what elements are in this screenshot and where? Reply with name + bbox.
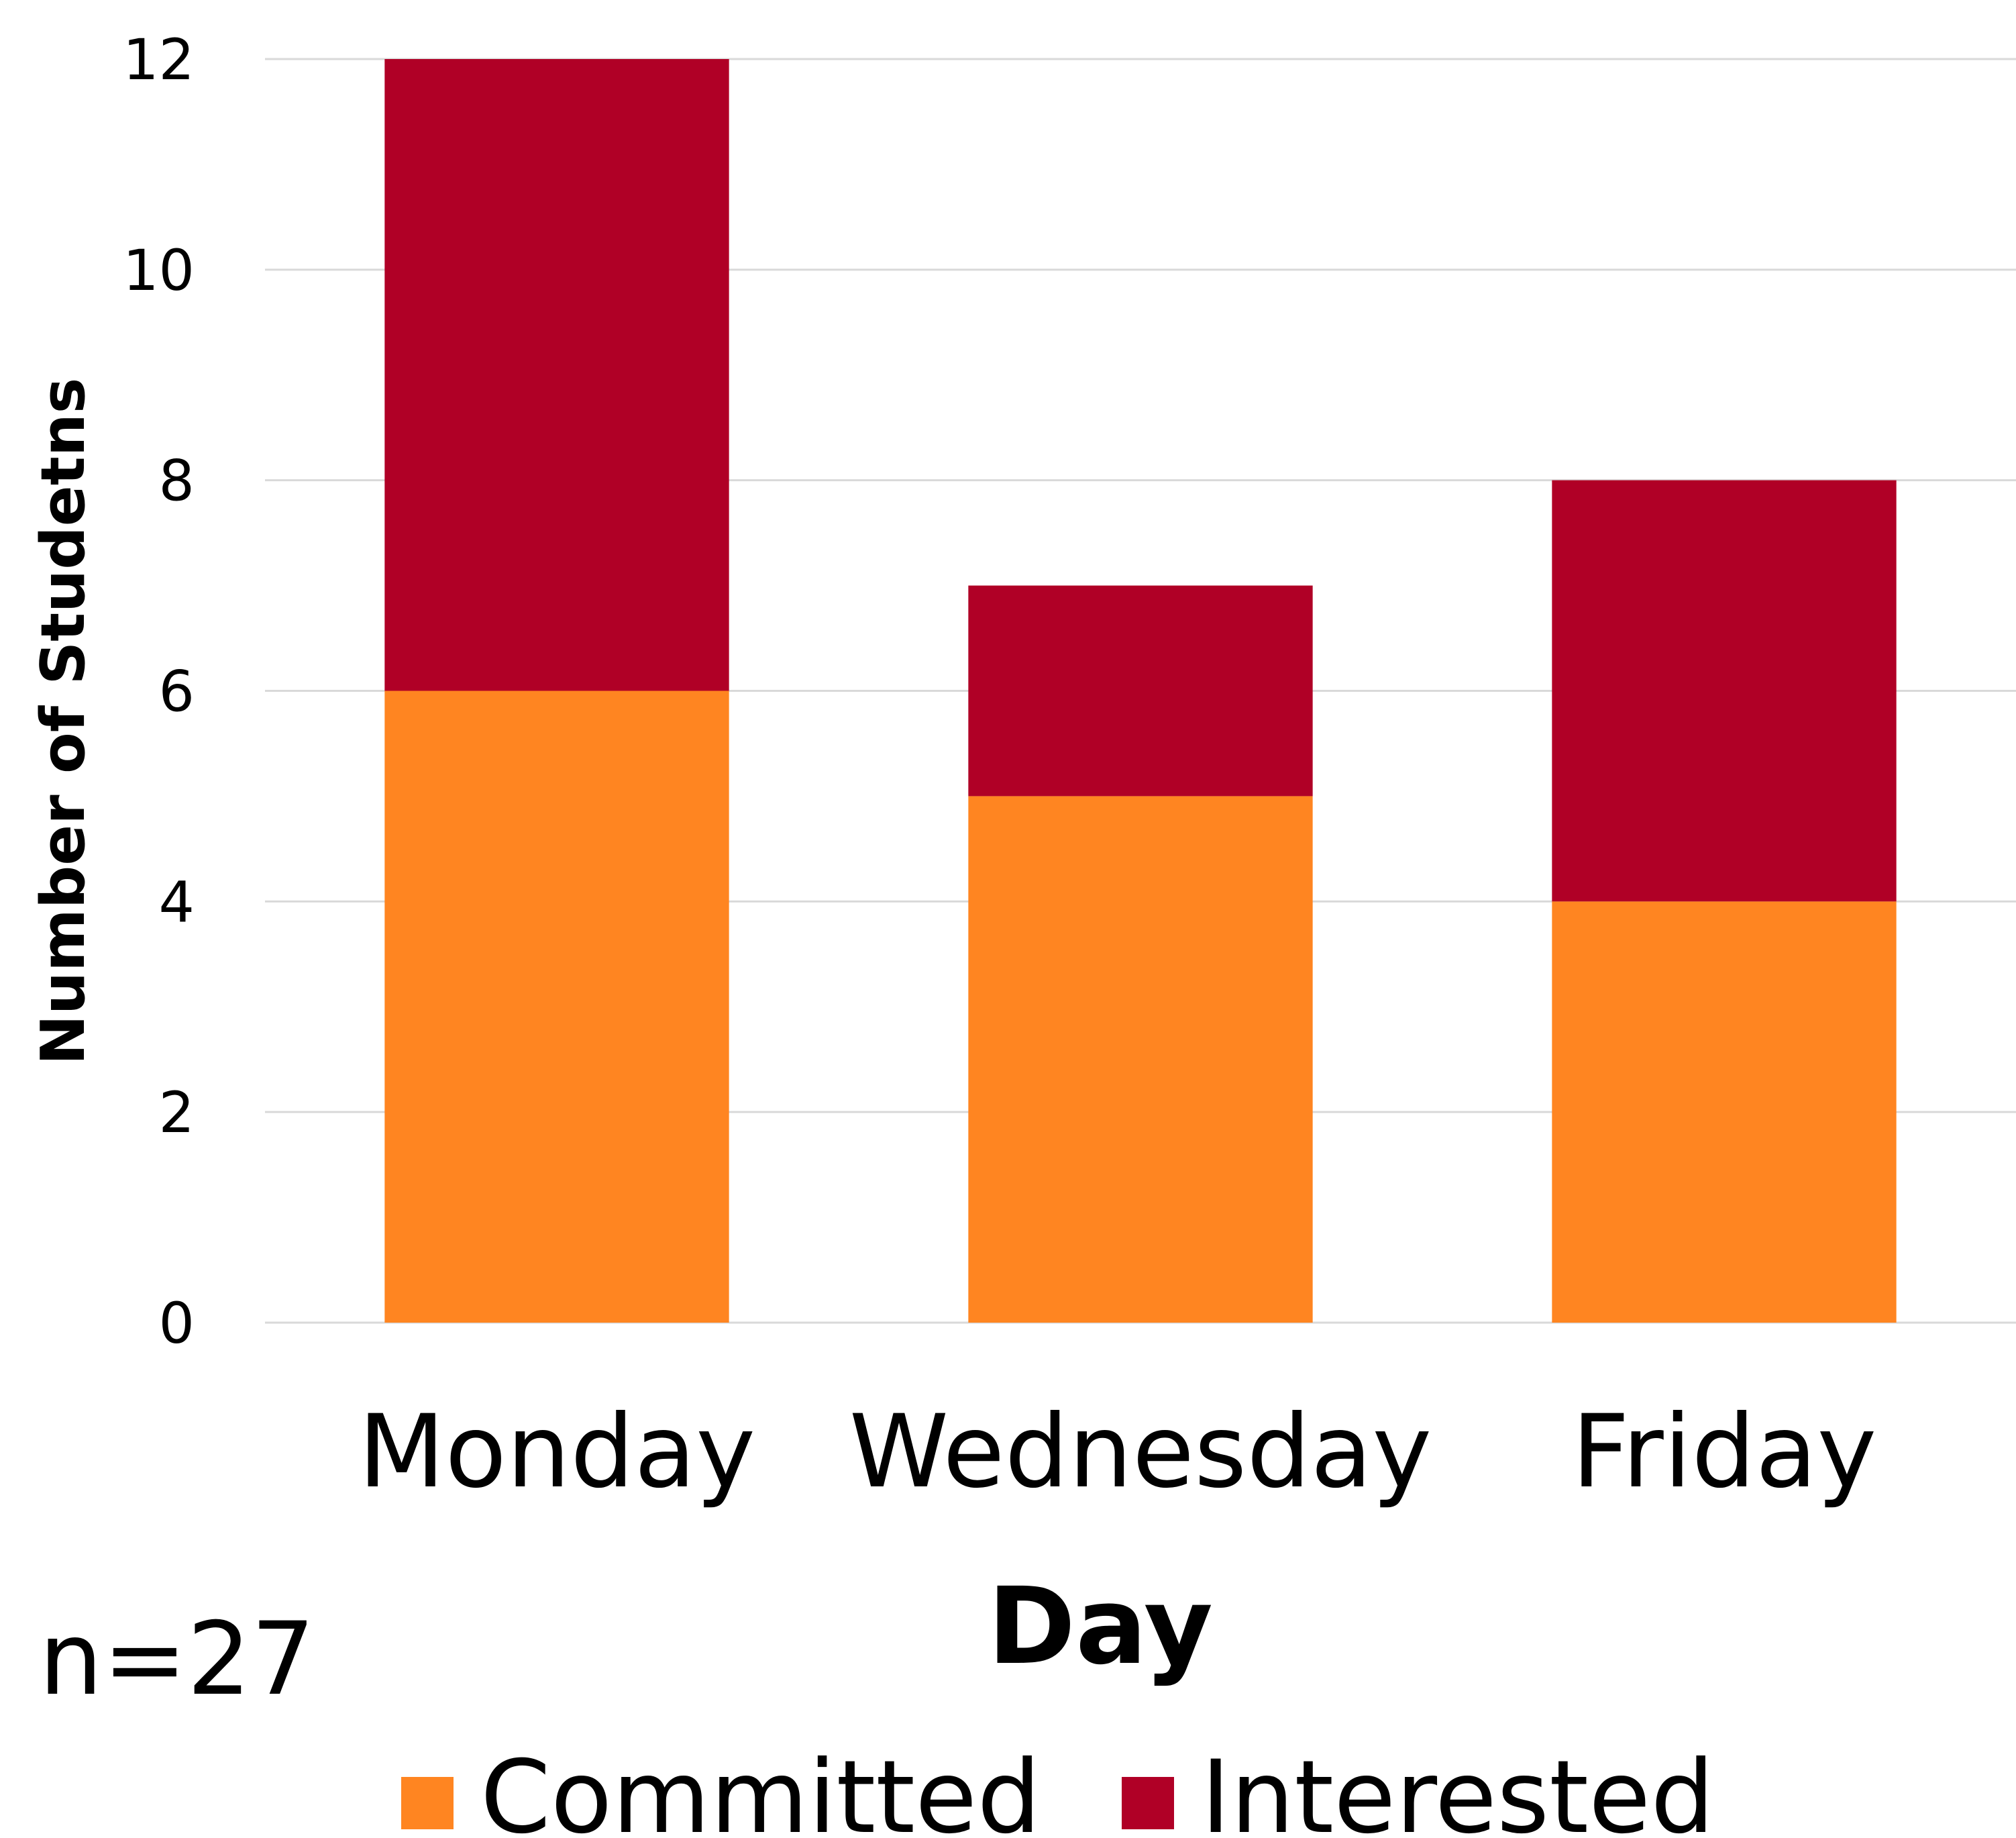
y-axis-label: Number of Studetns bbox=[28, 378, 99, 1066]
y-tick-label: 8 bbox=[159, 448, 195, 514]
bars bbox=[384, 59, 1897, 1323]
sample-size-annotation: n=27 bbox=[39, 1601, 315, 1718]
x-category-labels: Monday Wednesday Friday bbox=[358, 1394, 1876, 1511]
x-tick-label: Friday bbox=[1572, 1394, 1877, 1511]
legend-swatch-committed bbox=[401, 1777, 454, 1829]
legend: Committed Interested bbox=[401, 1739, 1715, 1838]
x-tick-label: Wednesday bbox=[849, 1394, 1432, 1511]
x-tick-label: Monday bbox=[358, 1394, 755, 1511]
x-axis-label: Day bbox=[988, 1565, 1213, 1688]
y-tick-label: 2 bbox=[159, 1080, 195, 1145]
bar-committed-friday bbox=[1552, 901, 1897, 1323]
y-tick-label: 12 bbox=[123, 27, 195, 93]
legend-label-committed: Committed bbox=[480, 1739, 1041, 1838]
y-tick-labels: 0 2 4 6 8 10 12 bbox=[123, 27, 195, 1356]
bar-interested-friday bbox=[1552, 480, 1897, 902]
legend-label-interested: Interested bbox=[1201, 1739, 1715, 1838]
y-tick-label: 4 bbox=[159, 869, 195, 935]
bar-interested-monday bbox=[384, 59, 729, 691]
y-tick-label: 10 bbox=[123, 238, 195, 303]
y-tick-label: 0 bbox=[159, 1290, 195, 1356]
bar-committed-monday bbox=[384, 691, 729, 1323]
legend-swatch-interested bbox=[1122, 1777, 1174, 1829]
bar-interested-wednesday bbox=[968, 585, 1313, 797]
bar-committed-wednesday bbox=[968, 796, 1313, 1323]
y-tick-label: 6 bbox=[159, 659, 195, 725]
